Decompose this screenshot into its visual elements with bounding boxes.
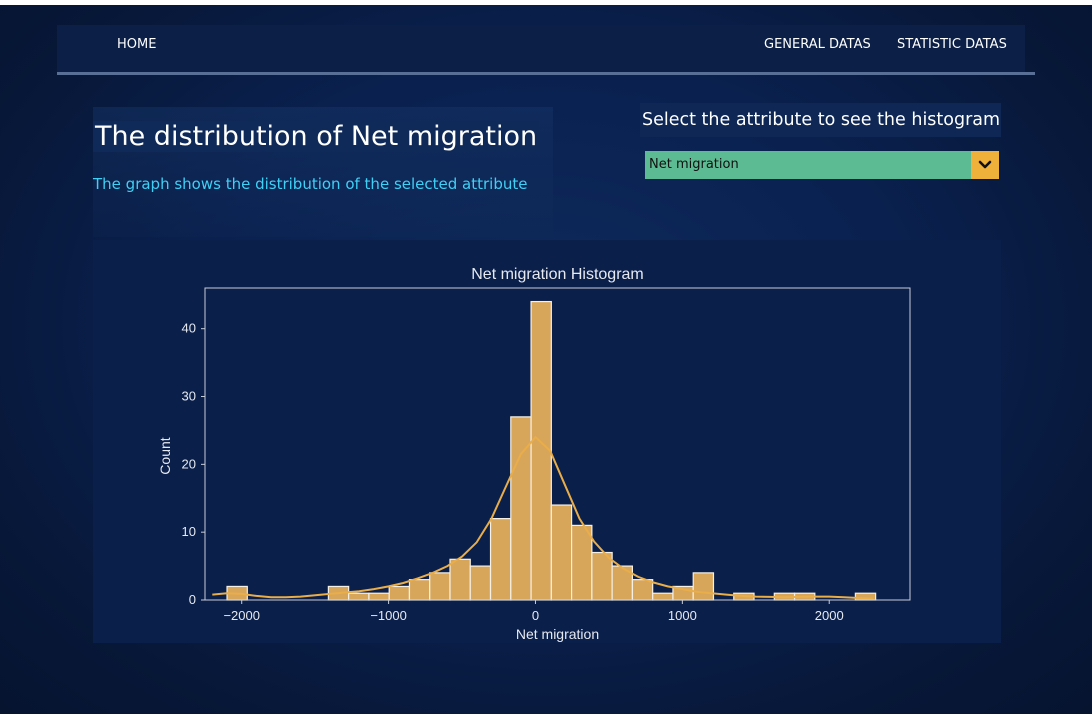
attribute-select-value: Net migration [649,157,739,172]
histogram-bar [429,572,451,601]
page-background: HOME GENERAL DATAS STATISTIC DATAS The d… [0,5,1092,714]
nav-home-link[interactable]: HOME [117,37,157,52]
x-tick-label: −1000 [370,608,407,623]
attribute-select[interactable]: Net migration [645,151,999,179]
histogram-bar [489,518,512,601]
histogram-bar [368,592,390,601]
histogram-bar [631,579,654,601]
nav-statistic-datas-link[interactable]: STATISTIC DATAS [897,37,1007,52]
y-tick-label: 40 [182,321,196,336]
histogram-bar [550,504,573,601]
histogram-bar [408,579,431,601]
y-tick-label: 10 [182,524,196,539]
x-tick-label: 0 [532,608,539,623]
histogram-bar [348,592,370,601]
page-subtitle: The graph shows the distribution of the … [93,175,528,193]
nav-general-datas-link[interactable]: GENERAL DATAS [764,37,871,52]
y-axis-label: Count [157,437,173,474]
histogram-bar [571,524,593,601]
page-title: The distribution of Net migration [93,121,540,152]
y-tick-label: 20 [182,456,196,471]
x-tick-label: 2000 [815,608,844,623]
y-tick-label: 30 [182,389,196,404]
nav-divider [57,72,1035,75]
histogram-panel: −2000 −1000 0 1000 2000 0 10 20 30 40 Net migratio… [93,240,1001,643]
plot-frame [204,287,911,601]
top-navbar: HOME GENERAL DATAS STATISTIC DATAS [57,25,1025,73]
attribute-select-label: Select the attribute to see the histogra… [640,103,1001,137]
net-migration-histogram: −2000 −1000 0 1000 2000 0 10 20 30 40 Net migratio… [157,266,911,642]
histogram-bar [652,592,674,601]
kde-curve [212,435,874,600]
histogram-bar [591,551,613,601]
histogram-bar [388,585,411,601]
chart-title: Net migration Histogram [471,266,644,283]
histogram-bar [469,565,492,601]
x-tick-label: −2000 [223,608,260,623]
histogram-bar [692,572,715,601]
chevron-down-icon[interactable] [971,151,999,179]
y-tick-label: 0 [189,592,196,607]
x-tick-label: 1000 [668,608,697,623]
x-axis-label: Net migration [516,626,599,642]
histogram-bar [449,558,471,601]
histogram-bar [530,300,552,601]
